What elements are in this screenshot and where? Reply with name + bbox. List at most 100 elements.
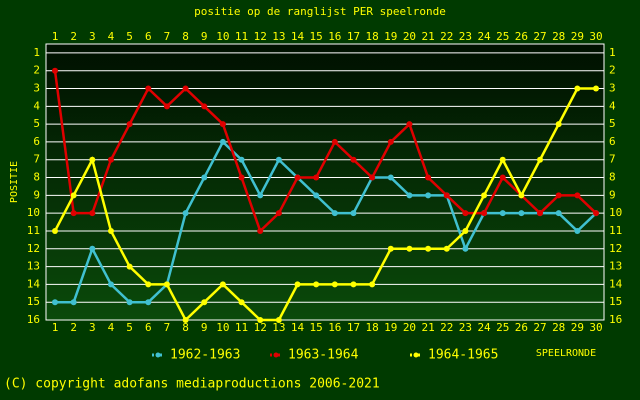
x-tick-label: 18 bbox=[366, 321, 379, 334]
x-tick-label: 25 bbox=[496, 321, 509, 334]
data-point bbox=[313, 174, 320, 181]
y-tick-label: 7 bbox=[33, 153, 40, 166]
data-point bbox=[89, 156, 96, 163]
x-tick-label-top: 8 bbox=[182, 30, 189, 43]
data-point bbox=[182, 210, 189, 217]
y-tick-label: 3 bbox=[33, 82, 40, 95]
x-tick-label: 19 bbox=[384, 321, 397, 334]
x-tick-label: 21 bbox=[421, 321, 434, 334]
data-point bbox=[238, 299, 245, 306]
series-line bbox=[53, 87, 596, 323]
x-tick-label: 3 bbox=[89, 321, 96, 334]
x-tick-label: 17 bbox=[347, 321, 360, 334]
data-point bbox=[313, 281, 320, 288]
data-point bbox=[313, 192, 320, 199]
x-tick-label-top: 13 bbox=[272, 30, 285, 43]
x-tick-label: 1 bbox=[52, 321, 59, 334]
data-point bbox=[406, 121, 413, 128]
data-point bbox=[107, 156, 114, 163]
series-line bbox=[53, 70, 597, 234]
y-tick-label: 10 bbox=[27, 206, 40, 219]
y-tick-label-right: 6 bbox=[609, 135, 616, 148]
data-point bbox=[257, 317, 264, 323]
data-point bbox=[462, 227, 469, 234]
x-tick-label-top: 12 bbox=[254, 30, 267, 43]
data-point bbox=[499, 210, 506, 217]
x-tick-label-top: 27 bbox=[533, 30, 546, 43]
x-tick-label: 9 bbox=[201, 321, 208, 334]
data-point bbox=[182, 85, 189, 92]
x-tick-label: 26 bbox=[515, 321, 528, 334]
y-tick-label: 4 bbox=[33, 99, 40, 112]
data-point bbox=[593, 85, 599, 92]
x-tick-label: 5 bbox=[126, 321, 133, 334]
data-point bbox=[443, 192, 450, 199]
y-tick-label-right: 5 bbox=[609, 117, 616, 130]
data-point bbox=[425, 174, 432, 181]
data-point bbox=[462, 210, 469, 217]
x-tick-label: 20 bbox=[403, 321, 416, 334]
data-point bbox=[201, 103, 208, 110]
y-tick-label: 8 bbox=[33, 171, 40, 184]
y-tick-label-right: 2 bbox=[609, 64, 616, 77]
data-point bbox=[163, 281, 170, 288]
y-tick-label-right: 13 bbox=[609, 260, 622, 273]
data-point bbox=[107, 281, 114, 288]
legend-dot bbox=[155, 352, 161, 358]
x-tick-label-top: 22 bbox=[440, 30, 453, 43]
x-tick-label: 7 bbox=[164, 321, 171, 334]
data-point bbox=[481, 192, 488, 199]
y-tick-label-right: 8 bbox=[609, 171, 616, 184]
data-point bbox=[593, 210, 599, 217]
x-tick-label: 16 bbox=[328, 321, 341, 334]
x-tick-label-top: 11 bbox=[235, 30, 248, 43]
data-point bbox=[70, 299, 77, 306]
data-point bbox=[275, 317, 282, 323]
data-point bbox=[126, 121, 133, 128]
y-tick-label: 16 bbox=[27, 313, 40, 326]
data-point bbox=[257, 192, 264, 199]
y-tick-label: 6 bbox=[33, 135, 40, 148]
data-point bbox=[126, 263, 133, 270]
x-tick-label: 4 bbox=[108, 321, 115, 334]
x-tick-label-top: 9 bbox=[201, 30, 208, 43]
data-point bbox=[481, 210, 488, 217]
x-tick-label: 2 bbox=[70, 321, 77, 334]
data-point bbox=[369, 281, 376, 288]
data-point bbox=[294, 281, 301, 288]
data-point bbox=[537, 210, 544, 217]
legend-dot bbox=[413, 352, 419, 358]
chart-title: positie op de ranglijst PER speelronde bbox=[194, 5, 446, 18]
data-point bbox=[462, 245, 469, 252]
x-tick-label-top: 20 bbox=[403, 30, 416, 43]
x-tick-label-top: 7 bbox=[164, 30, 171, 43]
x-tick-label: 13 bbox=[272, 321, 285, 334]
data-point bbox=[52, 67, 58, 74]
x-tick-label-top: 14 bbox=[291, 30, 305, 43]
legend-label: 1963-1964 bbox=[288, 348, 359, 363]
data-point bbox=[369, 174, 376, 181]
x-tick-label: 12 bbox=[254, 321, 267, 334]
y-tick-label-right: 14 bbox=[609, 277, 623, 290]
data-point bbox=[52, 227, 58, 234]
data-point bbox=[350, 156, 357, 163]
x-tick-label-top: 3 bbox=[89, 30, 96, 43]
x-tick-label: 8 bbox=[182, 321, 189, 334]
data-point bbox=[219, 121, 226, 128]
x-axis-label: SPEELRONDE bbox=[536, 348, 596, 359]
data-point bbox=[107, 227, 114, 234]
x-tick-label-top: 29 bbox=[571, 30, 584, 43]
y-tick-label-right: 15 bbox=[609, 295, 622, 308]
data-point bbox=[275, 210, 282, 217]
y-tick-label-right: 7 bbox=[609, 153, 616, 166]
data-point bbox=[70, 192, 77, 199]
data-point bbox=[238, 156, 245, 163]
data-point bbox=[425, 245, 432, 252]
data-point bbox=[89, 210, 96, 217]
data-point bbox=[387, 245, 394, 252]
data-point bbox=[145, 299, 152, 306]
data-point bbox=[163, 103, 170, 110]
data-point bbox=[350, 210, 357, 217]
y-tick-label: 13 bbox=[27, 260, 40, 273]
